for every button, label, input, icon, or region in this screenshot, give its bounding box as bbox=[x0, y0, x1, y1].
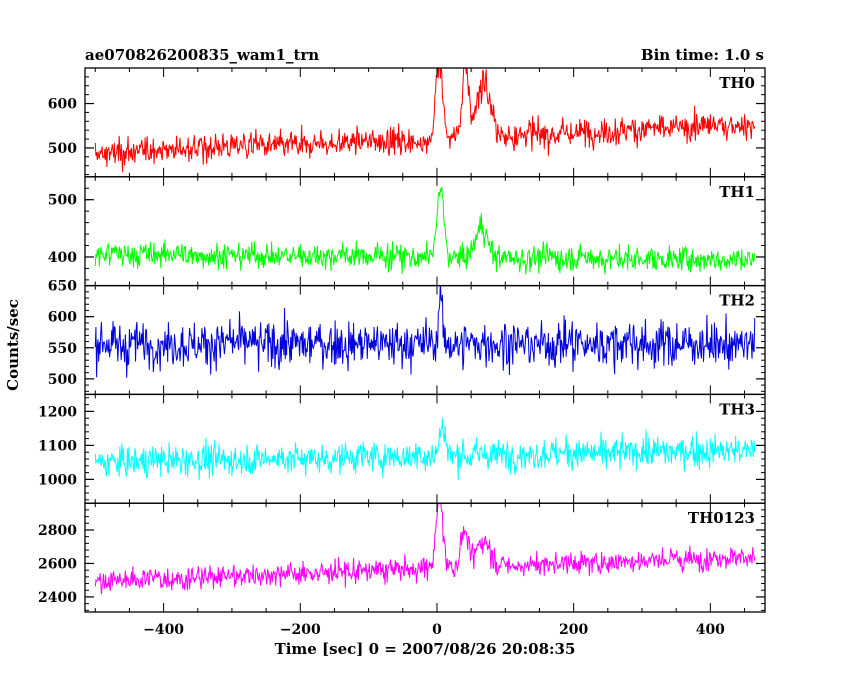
panels-group: TH0 500 600 TH1 400 500 TH2 500 550 600 650 TH3 1000… bbox=[38, 67, 766, 638]
y-tick-label: 1200 bbox=[38, 404, 77, 420]
y-tick-label: 1100 bbox=[38, 438, 77, 454]
panel-label-th2: TH2 bbox=[719, 292, 755, 310]
y-tick-label: 2800 bbox=[38, 523, 77, 539]
y-tick-label: 600 bbox=[48, 310, 77, 326]
bin-time-label: Bin time: 1.0 s bbox=[641, 46, 764, 64]
series-line-th0123 bbox=[94, 503, 756, 595]
series-line-th2 bbox=[94, 285, 756, 378]
y-tick-label: 400 bbox=[48, 250, 77, 266]
panel-frame-th3 bbox=[84, 393, 766, 504]
chart-title: ae070826200835_wam1_trn bbox=[85, 46, 319, 64]
y-tick-label: 2600 bbox=[38, 556, 77, 572]
panel-label-th1: TH1 bbox=[719, 183, 755, 201]
y-tick-label: 500 bbox=[48, 141, 77, 157]
x-tick-label: −400 bbox=[143, 622, 184, 638]
x-tick-label: 400 bbox=[696, 622, 725, 638]
y-tick-label: 1000 bbox=[38, 472, 77, 488]
series-line-th0 bbox=[94, 68, 756, 173]
y-tick-label: 550 bbox=[48, 341, 77, 357]
panel-frame-th1 bbox=[84, 176, 766, 287]
panel-frame-th0123 bbox=[84, 502, 766, 613]
x-axis-label: Time [sec] 0 = 2007/08/26 20:08:35 bbox=[275, 640, 576, 658]
y-axis-label: Counts/sec bbox=[4, 299, 22, 391]
panel-label-th3: TH3 bbox=[719, 400, 755, 418]
y-tick-label: 650 bbox=[48, 279, 77, 295]
y-tick-label: 2400 bbox=[38, 590, 77, 606]
x-tick-label: 0 bbox=[432, 622, 442, 638]
series-line-th3 bbox=[94, 418, 756, 481]
y-tick-label: 500 bbox=[48, 193, 77, 209]
y-tick-label: 500 bbox=[48, 372, 77, 388]
panel-label-th0: TH0 bbox=[719, 74, 755, 92]
panel-label-th0123: TH0123 bbox=[688, 509, 755, 527]
series-line-th1 bbox=[94, 186, 756, 275]
y-tick-label: 600 bbox=[48, 97, 77, 113]
x-tick-label: −200 bbox=[280, 622, 321, 638]
x-tick-label: 200 bbox=[559, 622, 588, 638]
